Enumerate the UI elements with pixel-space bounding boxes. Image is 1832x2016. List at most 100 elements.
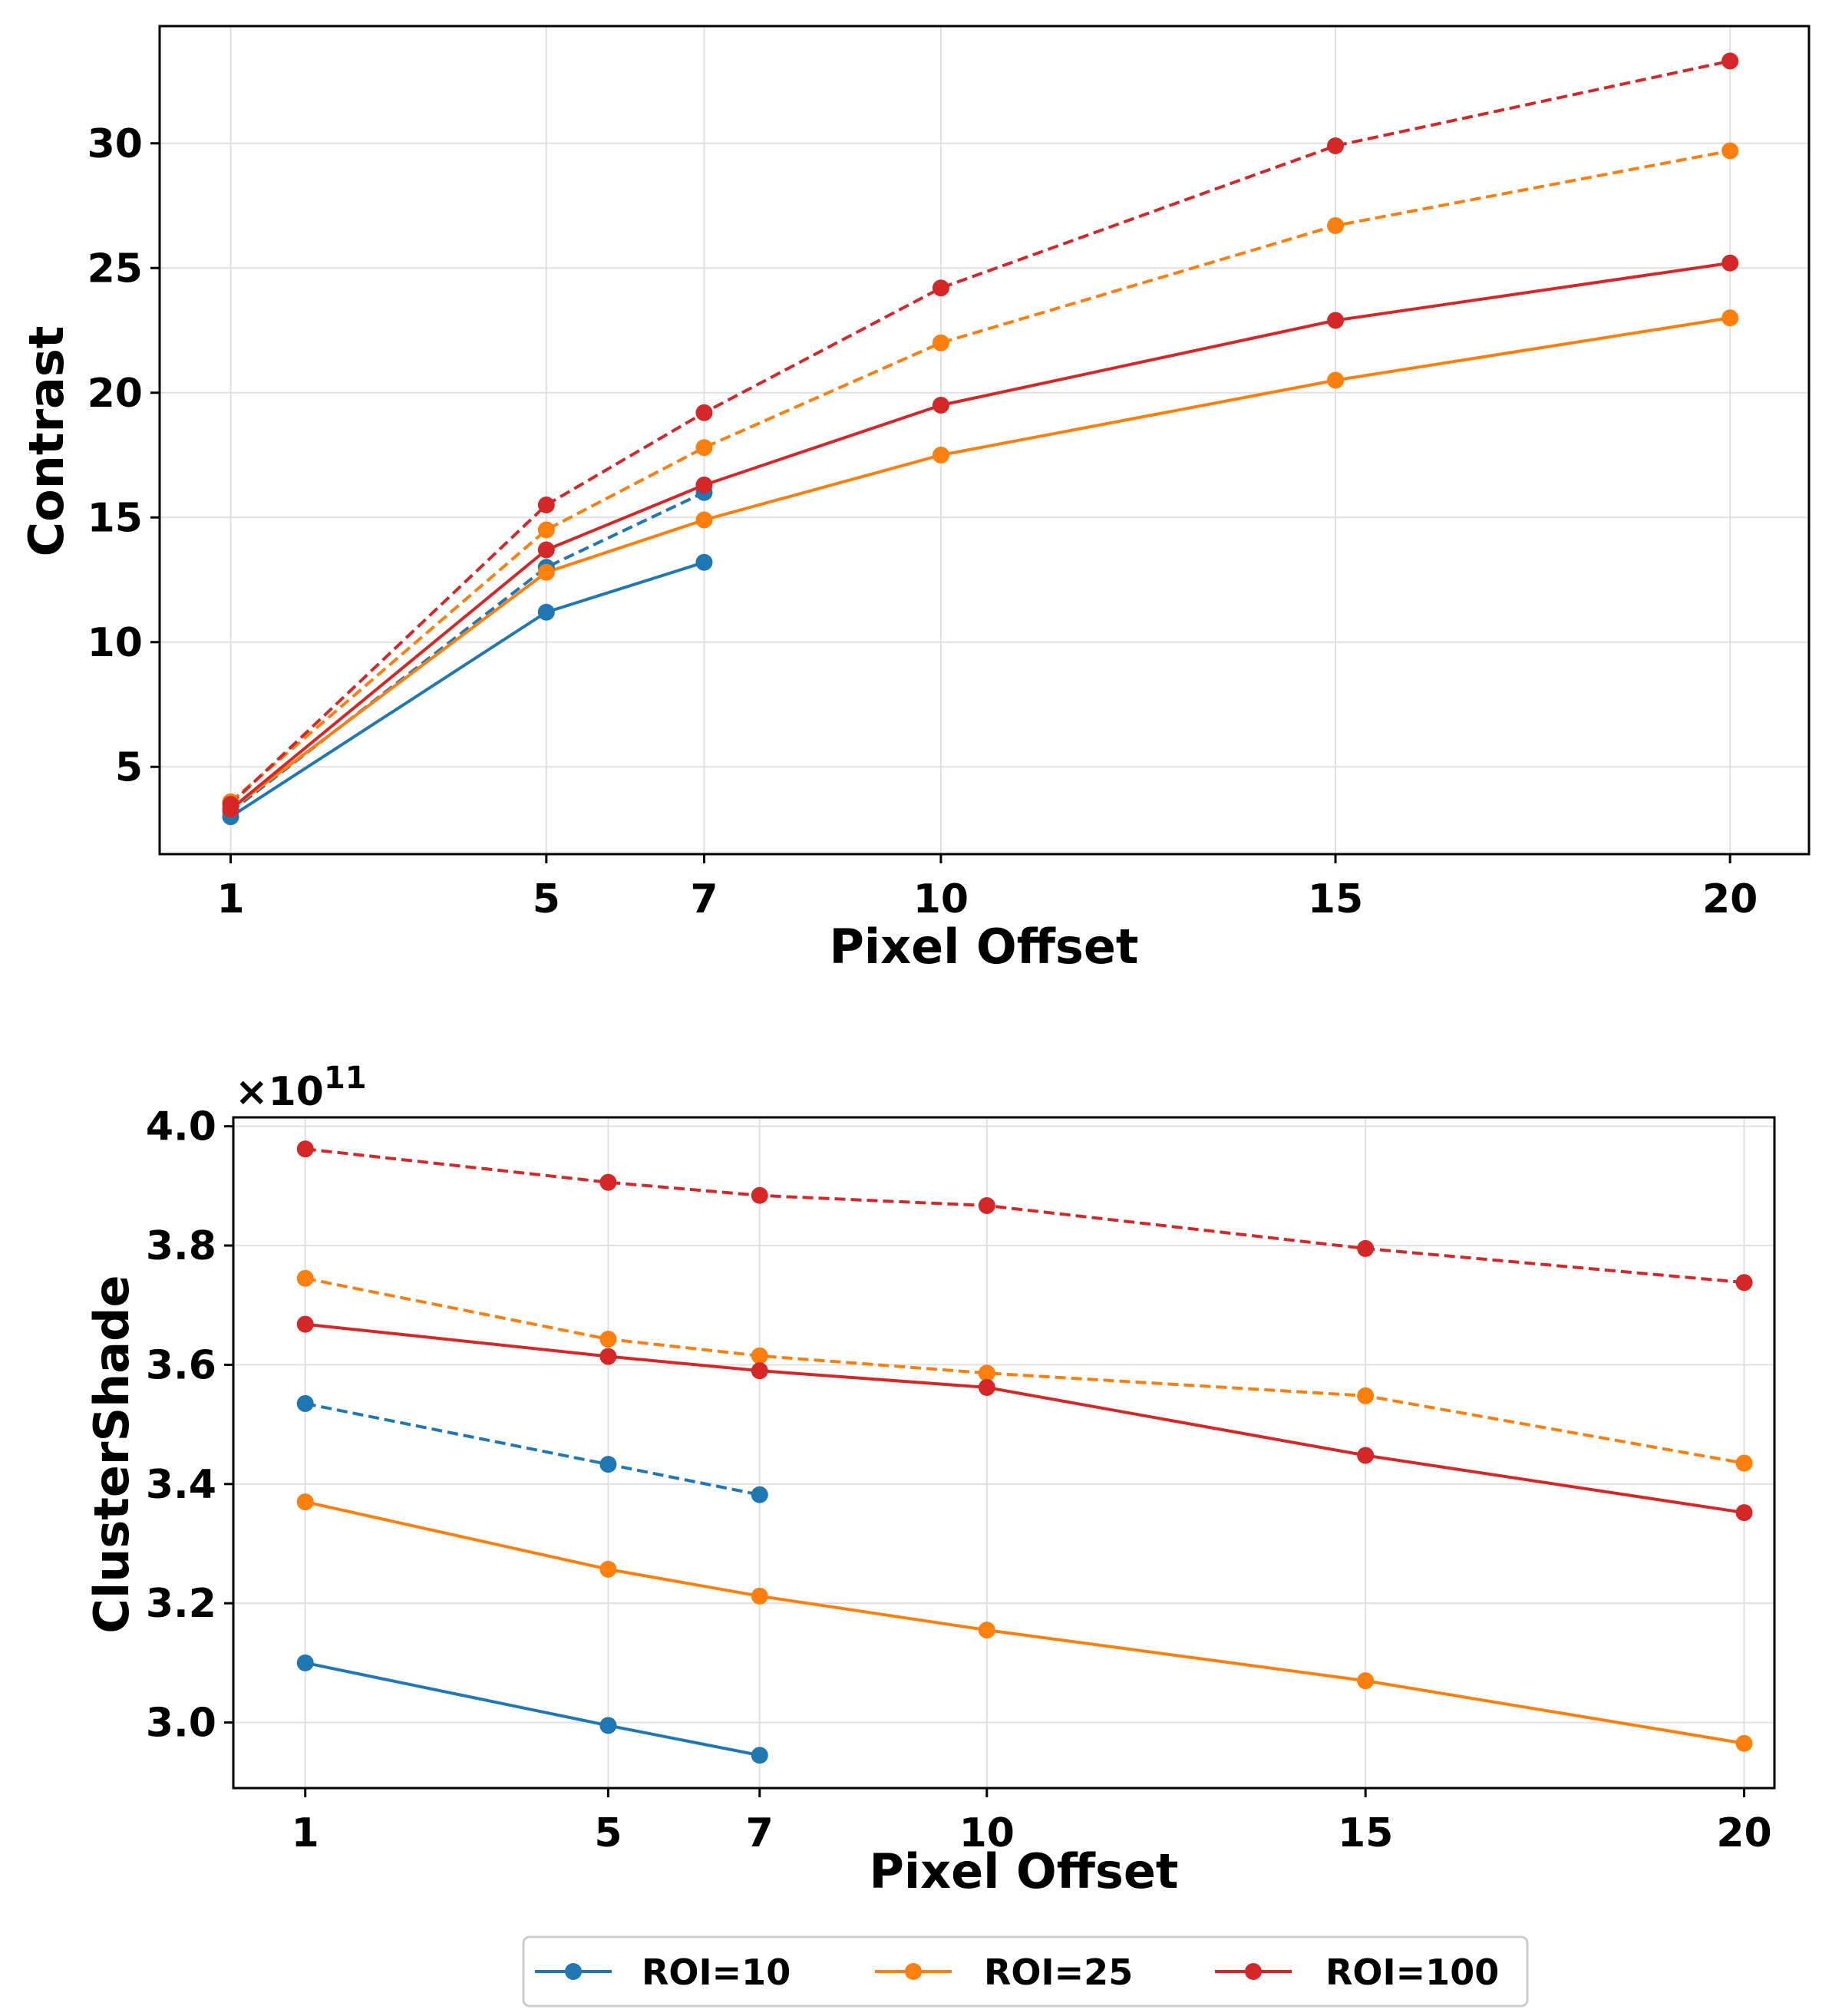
clustershade-data-point [1735, 1274, 1753, 1292]
clustershade-data-point [978, 1622, 995, 1639]
clustershade-data-point [599, 1560, 617, 1578]
clustershade-data-point [978, 1378, 995, 1396]
legend-label-roi-25: ROI=25 [984, 1952, 1133, 1993]
clustershade-plot-frame [232, 1116, 1776, 1790]
clustershade-data-point [1357, 1447, 1375, 1464]
contrast-x-tick-label: 5 [533, 876, 560, 922]
clustershade-data-point [1735, 1734, 1753, 1752]
contrast-series-line-roi-100-dashed [229, 59, 1731, 806]
contrast-plot-frame [158, 25, 1811, 856]
contrast-x-axis-label: Pixel Offset [829, 919, 1138, 975]
contrast-y-tick-label: 15 [87, 495, 143, 541]
legend-box [522, 1935, 1529, 2008]
clustershade-y-tick-label: 3.6 [146, 1342, 216, 1388]
clustershade-y-tick-label: 4.0 [146, 1104, 216, 1150]
legend-label-roi-10: ROI=10 [642, 1952, 791, 1993]
clustershade-y-tick-label: 3.2 [146, 1581, 216, 1627]
contrast-data-point [932, 279, 949, 297]
contrast-series-line-roi-25-solid [229, 316, 1731, 811]
clustershade-data-point [296, 1315, 314, 1333]
contrast-x-tick-label: 15 [1308, 876, 1363, 922]
clustershade-data-point [1357, 1239, 1375, 1257]
clustershade-y-tick-label: 3.4 [146, 1462, 216, 1508]
contrast-data-point [695, 511, 713, 529]
clustershade-series-line-roi-10-dashed [305, 1401, 761, 1496]
contrast-series-line-roi-25-dashed [229, 149, 1731, 803]
contrast-data-point [537, 541, 555, 559]
contrast-data-point [695, 439, 713, 457]
clustershade-x-axis-label: Pixel Offset [869, 1843, 1178, 1899]
clustershade-x-tick-label: 1 [292, 1810, 319, 1856]
legend-marker-roi-100 [1245, 1963, 1262, 1980]
clustershade-data-point [296, 1140, 314, 1158]
contrast-x-tick-label: 1 [216, 876, 244, 922]
contrast-data-point [932, 334, 949, 351]
legend-entry-roi-25: ROI=25 [875, 1952, 1133, 1993]
contrast-series-line-roi-100-solid [229, 261, 1731, 811]
clustershade-data-point [751, 1186, 768, 1204]
contrast-y-tick-label: 30 [87, 121, 143, 167]
contrast-data-point [537, 603, 555, 621]
contrast-data-point [695, 404, 713, 421]
clustershade-data-point [296, 1493, 314, 1511]
clustershade-data-point [1357, 1387, 1375, 1404]
clustershade-offset-text: ×1011 [235, 1061, 367, 1115]
contrast-y-axis-label: Contrast [18, 326, 74, 557]
clustershade-x-tick-label: 15 [1338, 1810, 1393, 1856]
contrast-data-point [1721, 309, 1739, 327]
clustershade-y-axis-label: ClusterShade [84, 1275, 140, 1633]
clustershade-series-line-roi-25-solid [305, 1500, 1745, 1745]
clustershade-data-point [599, 1456, 617, 1473]
clustershade-data-point [599, 1348, 617, 1365]
clustershade-data-point [751, 1362, 768, 1380]
clustershade-series-line-roi-25-dashed [305, 1276, 1745, 1465]
contrast-data-point [695, 553, 713, 571]
legend-marker-roi-10 [565, 1963, 582, 1980]
clustershade-x-tick-label: 10 [959, 1810, 1015, 1856]
clustershade-series-line-roi-10-solid [305, 1661, 761, 1757]
clustershade-y-tick-label: 3.8 [146, 1223, 216, 1269]
clustershade-data-point [296, 1269, 314, 1287]
clustershade-data-point [599, 1331, 617, 1348]
clustershade-x-tick-label: 5 [594, 1810, 622, 1856]
clustershade-series-line-roi-100-dashed [305, 1147, 1745, 1285]
clustershade-data-point [751, 1486, 768, 1503]
contrast-data-point [1721, 142, 1739, 160]
clustershade-x-tick-label: 20 [1716, 1810, 1771, 1856]
contrast-data-point [537, 521, 555, 539]
clustershade-data-point [1735, 1504, 1753, 1522]
contrast-data-point [222, 796, 239, 813]
clustershade-data-point [978, 1364, 995, 1382]
contrast-data-point [1721, 254, 1739, 272]
contrast-data-point [1327, 312, 1345, 329]
legend-entry-roi-100: ROI=100 [1215, 1952, 1499, 1993]
contrast-data-point [537, 563, 555, 581]
clustershade-y-tick-label: 3.0 [146, 1701, 216, 1747]
contrast-data-point [1721, 52, 1739, 70]
clustershade-data-point [599, 1173, 617, 1191]
legend: ROI=10 ROI=25 ROI=100 [522, 1935, 1529, 2008]
contrast-data-point [695, 477, 713, 493]
clustershade-x-tick-label: 7 [746, 1810, 774, 1856]
clustershade-data-point [1357, 1672, 1375, 1690]
contrast-y-tick-label: 10 [87, 620, 143, 666]
legend-label-roi-100: ROI=100 [1325, 1952, 1499, 1993]
clustershade-data-point [751, 1747, 768, 1764]
clustershade-data-point [1735, 1454, 1753, 1472]
clustershade-data-point [296, 1394, 314, 1412]
contrast-data-point [537, 497, 555, 513]
contrast-data-point [1327, 371, 1345, 389]
clustershade-data-point [751, 1587, 768, 1605]
contrast-y-tick-label: 20 [87, 371, 143, 417]
contrast-x-tick-label: 20 [1702, 876, 1758, 922]
offset-base: ×10 [235, 1069, 324, 1115]
contrast-data-point [932, 397, 949, 414]
contrast-x-tick-label: 10 [913, 876, 969, 922]
clustershade-data-point [978, 1196, 995, 1214]
clustershade-chart: 1 5 7 10 15 203.03.23.43.63.84.0 Pixel Offset… [84, 1061, 1776, 1899]
contrast-series-line-roi-10-solid [229, 560, 705, 818]
contrast-y-tick-label: 25 [87, 246, 143, 292]
contrast-y-tick-label: 5 [115, 744, 143, 790]
contrast-x-tick-label: 7 [690, 876, 718, 922]
